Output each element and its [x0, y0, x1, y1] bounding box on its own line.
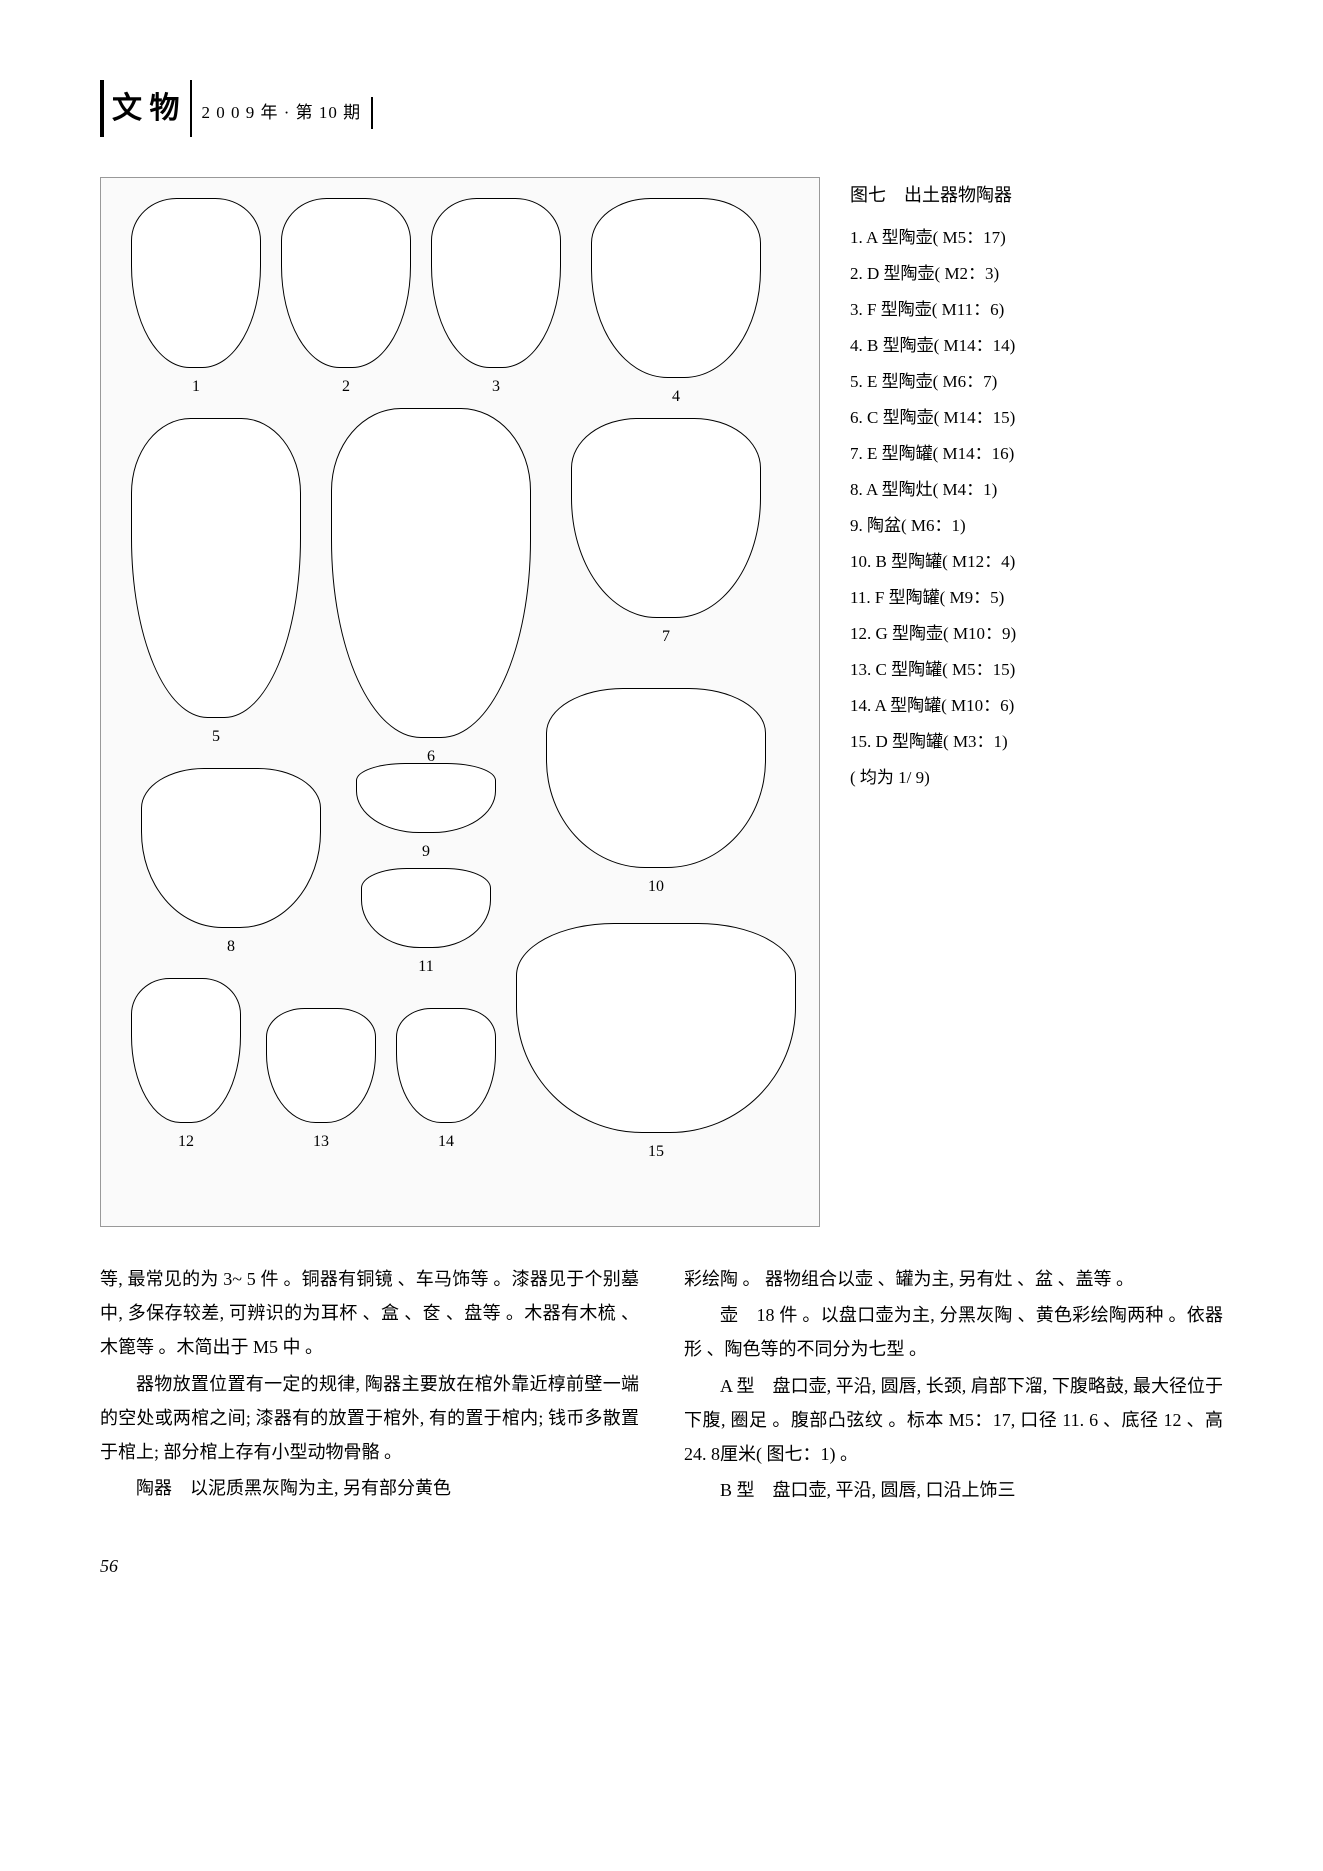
figure-caption-item: 11. F 型陶罐( M9：5) [850, 581, 1223, 615]
vessel-drawing-2 [281, 198, 411, 368]
vessel-drawing-3 [431, 198, 561, 368]
figure-caption-item: 7. E 型陶罐( M14：16) [850, 437, 1223, 471]
body-paragraph: A 型 盘口壶, 平沿, 圆唇, 长颈, 肩部下溜, 下腹略鼓, 最大径位于下腹… [684, 1369, 1223, 1472]
figure-caption-item: 13. C 型陶罐( M5：15) [850, 653, 1223, 687]
figure-caption-item: 10. B 型陶罐( M12：4) [850, 545, 1223, 579]
figure-caption-item: 4. B 型陶壶( M14：14) [850, 329, 1223, 363]
vessel-drawing-4 [591, 198, 761, 378]
figure-caption-item: 6. C 型陶壶( M14：15) [850, 401, 1223, 435]
vessel-drawing-8 [141, 768, 321, 928]
body-text: 等, 最常见的为 3~ 5 件 。铜器有铜镜 、车马饰等 。漆器见于个别墓中, … [100, 1262, 1223, 1509]
figure-caption-item: 5. E 型陶壶( M6：7) [850, 365, 1223, 399]
figure-caption-item: 12. G 型陶壶( M10：9) [850, 617, 1223, 651]
figure-caption: 图七 出土器物陶器 1. A 型陶壶( M5：17)2. D 型陶壶( M2：3… [850, 177, 1223, 1227]
figure-illustration: 123456789101112131415 [100, 177, 820, 1227]
vessel-drawing-10 [546, 688, 766, 868]
vessel-drawing-9 [356, 763, 496, 833]
vessel-number-label: 7 [651, 622, 681, 652]
figure-caption-item: 15. D 型陶罐( M3：1) [850, 725, 1223, 759]
figure-seven: 123456789101112131415 图七 出土器物陶器 1. A 型陶壶… [100, 177, 1223, 1227]
vessel-drawing-13 [266, 1008, 376, 1123]
figure-caption-item: 3. F 型陶壶( M11：6) [850, 293, 1223, 327]
vessel-number-label: 11 [411, 952, 441, 982]
body-paragraph: 陶器 以泥质黑灰陶为主, 另有部分黄色 [100, 1471, 639, 1505]
vessel-number-label: 1 [181, 372, 211, 402]
vessel-number-label: 15 [641, 1137, 671, 1167]
vessel-number-label: 3 [481, 372, 511, 402]
body-paragraph: 壶 18 件 。以盘口壶为主, 分黑灰陶 、黄色彩绘陶两种 。依器形 、陶色等的… [684, 1298, 1223, 1366]
vessel-drawing-5 [131, 418, 301, 718]
figure-caption-item: 2. D 型陶壶( M2：3) [850, 257, 1223, 291]
vessel-drawing-15 [516, 923, 796, 1133]
vessel-number-label: 12 [171, 1127, 201, 1157]
issue-info: 2 0 0 9 年 · 第 10 期 [202, 97, 374, 129]
body-paragraph: B 型 盘口壶, 平沿, 圆唇, 口沿上饰三 [684, 1473, 1223, 1507]
figure-caption-item: 1. A 型陶壶( M5：17) [850, 221, 1223, 255]
body-paragraph: 彩绘陶 。 器物组合以壶 、罐为主, 另有灶 、盆 、盖等 。 [684, 1262, 1223, 1296]
figure-caption-item: 8. A 型陶灶( M4：1) [850, 473, 1223, 507]
body-paragraph: 等, 最常见的为 3~ 5 件 。铜器有铜镜 、车马饰等 。漆器见于个别墓中, … [100, 1262, 639, 1365]
left-column: 等, 最常见的为 3~ 5 件 。铜器有铜镜 、车马饰等 。漆器见于个别墓中, … [100, 1262, 639, 1509]
figure-caption-item: 9. 陶盆( M6：1) [850, 509, 1223, 543]
vessel-drawing-12 [131, 978, 241, 1123]
vessel-number-label: 4 [661, 382, 691, 412]
vessel-number-label: 10 [641, 872, 671, 902]
page-header: 文 物 2 0 0 9 年 · 第 10 期 [100, 80, 1223, 137]
vessel-drawing-1 [131, 198, 261, 368]
figure-caption-item: 14. A 型陶罐( M10：6) [850, 689, 1223, 723]
vessel-drawing-6 [331, 408, 531, 738]
body-paragraph: 器物放置位置有一定的规律, 陶器主要放在棺外靠近椁前壁一端的空处或两棺之间; 漆… [100, 1367, 639, 1470]
vessel-number-label: 14 [431, 1127, 461, 1157]
figure-caption-list: 1. A 型陶壶( M5：17)2. D 型陶壶( M2：3)3. F 型陶壶(… [850, 221, 1223, 759]
vessel-number-label: 2 [331, 372, 361, 402]
journal-name: 文 物 [112, 80, 192, 137]
vessel-number-label: 9 [411, 837, 441, 867]
vessel-drawing-7 [571, 418, 761, 618]
vessel-number-label: 13 [306, 1127, 336, 1157]
figure-scale-note: ( 均为 1/ 9) [850, 761, 1223, 795]
vessel-drawing-14 [396, 1008, 496, 1123]
right-column: 彩绘陶 。 器物组合以壶 、罐为主, 另有灶 、盆 、盖等 。壶 18 件 。以… [684, 1262, 1223, 1509]
vessel-number-label: 5 [201, 722, 231, 752]
vessel-number-label: 8 [216, 932, 246, 962]
vessel-drawing-11 [361, 868, 491, 948]
figure-title: 图七 出土器物陶器 [850, 177, 1223, 213]
page-number: 56 [100, 1549, 1223, 1583]
